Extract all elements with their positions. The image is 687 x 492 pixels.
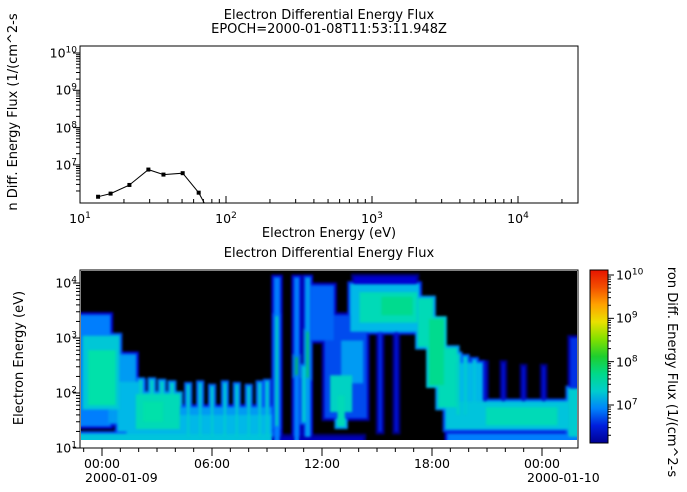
- time-tick-label: 12:00: [303, 456, 341, 471]
- top-y-tick-label: 108: [55, 119, 77, 136]
- top-x-tick-label: 103: [361, 210, 383, 226]
- top-y-tick-label: 107: [55, 157, 77, 173]
- data-point-marker: [108, 191, 113, 196]
- bottom-y-tick-label: 101: [55, 440, 77, 456]
- top-plot-subtitle: EPOCH=2000-01-08T11:53:11.948Z: [211, 22, 447, 37]
- data-point-marker: [180, 171, 185, 176]
- top-x-tick-label: 101: [69, 210, 91, 226]
- time-tick-label: 06:00: [193, 456, 231, 471]
- data-point-marker: [127, 182, 132, 187]
- time-tick-label: 00:00: [83, 456, 121, 471]
- colorbar: [590, 270, 608, 443]
- top-plot-frame: [79, 45, 579, 204]
- top-x-axis-label: Electron Energy (eV): [261, 226, 397, 241]
- flux-spectrum-line: [97, 169, 205, 204]
- end-date-label: 2000-01-10: [527, 470, 600, 485]
- data-point-marker: [146, 167, 151, 172]
- top-x-tick-label: 104: [507, 210, 529, 226]
- bottom-y-tick-label: 103: [55, 330, 77, 346]
- top-x-tick-label: 102: [215, 210, 237, 226]
- colorbar-tick-label: 107: [616, 397, 638, 413]
- colorbar-frame: [589, 269, 609, 444]
- start-date-label: 2000-01-09: [85, 470, 158, 485]
- colorbar-tick-label: 109: [616, 310, 638, 326]
- top-plot-title: Electron Differential Energy Flux: [223, 8, 435, 23]
- top-y-tick-label: 109: [55, 82, 77, 98]
- bottom-y-tick-label: 104: [55, 275, 77, 291]
- colorbar-tick-label: 1010: [616, 267, 644, 283]
- data-point-marker: [196, 190, 201, 195]
- time-tick-label: 18:00: [413, 456, 451, 471]
- colorbar-tick-label: 108: [616, 354, 638, 370]
- bottom-plot-title: Electron Differential Energy Flux: [223, 246, 435, 261]
- data-point-marker: [161, 172, 166, 177]
- spectrogram-canvas[interactable]: [81, 271, 577, 440]
- bottom-plot-frame: [79, 269, 579, 449]
- bottom-y-tick-label: 102: [55, 385, 77, 401]
- data-point-marker: [96, 194, 101, 199]
- top-y-tick-label: 1010: [49, 45, 77, 61]
- time-tick-label: 00:00: [523, 456, 561, 471]
